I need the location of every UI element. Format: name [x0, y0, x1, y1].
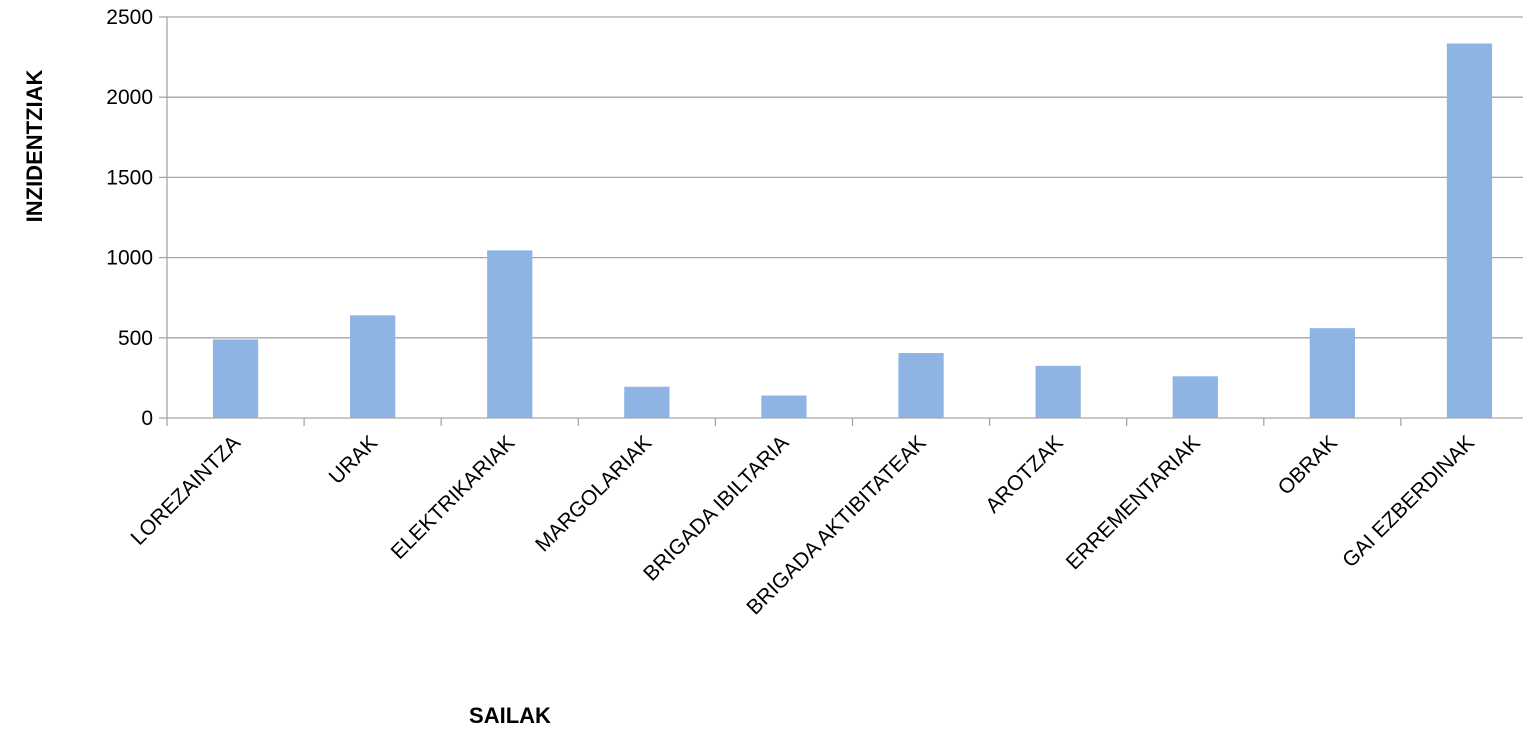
y-axis-title: INZIDENTZIAK [22, 70, 47, 223]
x-tick-label: ERREMENTARIAK [1062, 431, 1205, 574]
gridlines [167, 16, 1523, 339]
x-tick-labels: LOREZAINTZA URAK ELEKTRIKARIAK MARGOLARIAKB… [127, 431, 1479, 619]
x-tick-label: AROTZAK [981, 431, 1067, 517]
x-tick-label: MARGOLARIAK [531, 431, 656, 556]
bar [487, 250, 533, 418]
y-tick-label: 0 [141, 407, 153, 430]
y-tick-label: 1500 [106, 166, 153, 189]
bar [624, 386, 670, 418]
y-tick-label: 500 [118, 327, 153, 350]
bar [898, 353, 944, 418]
bar [1309, 328, 1355, 418]
x-tick-label: OBRAK [1274, 431, 1342, 499]
y-tick-label: 1000 [106, 247, 153, 270]
y-tick-labels: 0 500 1000 1500 2000 2500 [106, 6, 153, 430]
bar [1172, 376, 1218, 418]
bar [761, 395, 807, 418]
x-tick-label: LOREZAINTZA [127, 431, 246, 550]
bar [212, 339, 259, 418]
x-tick-label: BRIGADA IBILTARIA [639, 431, 793, 585]
bar [1035, 365, 1081, 418]
bar [1446, 43, 1493, 418]
bars [212, 43, 1493, 418]
x-axis-title: SAILAK [469, 703, 551, 728]
y-tick-label: 2000 [106, 86, 153, 109]
bar [350, 315, 396, 418]
x-tick-label: ELEKTRIKARIAK [387, 431, 520, 564]
y-tick-label: 2500 [106, 6, 153, 29]
x-tick-label: GAI EZBERDINAK [1338, 431, 1479, 572]
axes [159, 16, 1523, 426]
x-tick-label: URAK [325, 431, 383, 489]
